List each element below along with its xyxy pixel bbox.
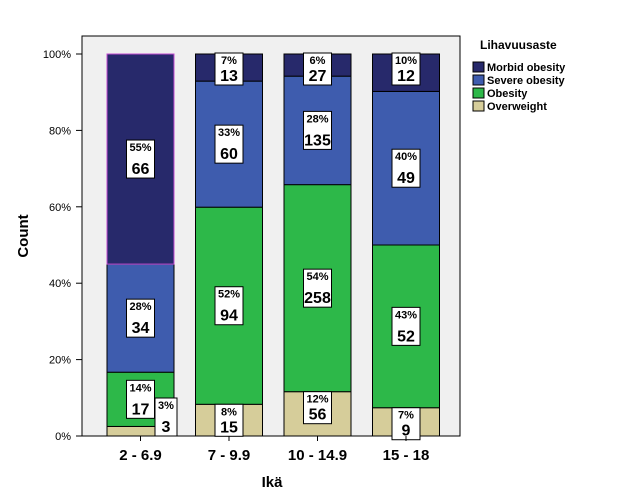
y-tick-label: 80%	[49, 125, 71, 137]
legend-label: Obesity	[487, 88, 528, 100]
percent-label: 3%	[158, 400, 174, 412]
count-label: 258	[304, 290, 331, 307]
data-label-box	[391, 148, 421, 188]
data-label-box	[214, 403, 244, 437]
count-label: 13	[220, 68, 238, 85]
legend-swatch	[472, 61, 485, 73]
percent-label: 28%	[306, 113, 328, 125]
percent-label: 40%	[395, 151, 417, 163]
y-tick-label: 40%	[49, 278, 71, 290]
y-tick-label: 20%	[49, 355, 71, 367]
legend-swatch	[472, 87, 485, 99]
legend-swatch	[472, 100, 485, 112]
count-label: 52	[397, 328, 415, 345]
legend-label: Morbid obesity	[487, 62, 566, 74]
y-tick-label: 100%	[43, 49, 71, 61]
count-label: 34	[132, 320, 150, 337]
count-label: 66	[132, 161, 150, 178]
x-tick-label: 2 - 6.9	[119, 447, 162, 464]
data-label-box	[303, 52, 332, 86]
count-label: 135	[304, 132, 331, 149]
percent-label: 8%	[221, 406, 237, 418]
count-label: 12	[397, 68, 415, 85]
data-label-box	[303, 391, 332, 425]
percent-label: 52%	[218, 289, 240, 301]
data-label-box	[126, 139, 155, 179]
x-axis: 2 - 6.9 7 - 9.9 10 - 14.9 15 - 18	[119, 436, 429, 464]
bar-segment	[283, 184, 352, 393]
count-label: 3	[162, 419, 171, 436]
percent-label: 7%	[398, 410, 414, 422]
data-label-box	[214, 52, 244, 86]
legend-title: Lihavuusaste	[480, 38, 557, 52]
percent-label: 43%	[395, 309, 417, 321]
x-axis-title: Ikä	[262, 474, 284, 491]
bars: 3%314%1728%3455%668%1552%9433%607%1312%5…	[106, 52, 440, 441]
data-label-box	[214, 286, 244, 326]
legend-label: Overweight	[487, 101, 547, 113]
y-axis-title: Count	[15, 214, 32, 257]
percent-label: 10%	[395, 55, 417, 67]
data-label-box	[391, 407, 421, 441]
data-label-box	[391, 306, 421, 346]
y-tick-label: 60%	[49, 202, 71, 214]
count-label: 49	[397, 170, 415, 187]
count-label: 27	[309, 68, 327, 85]
percent-label: 33%	[218, 127, 240, 139]
data-label-box	[391, 52, 421, 86]
percent-label: 14%	[129, 382, 151, 394]
count-label: 94	[220, 308, 238, 325]
x-tick-label: 10 - 14.9	[288, 447, 347, 464]
y-axis: 0% 20% 40% 60% 80% 100%	[43, 36, 83, 443]
legend-swatch	[472, 74, 485, 86]
legend-label: Severe obesity	[487, 75, 566, 87]
count-label: 17	[132, 401, 150, 418]
count-label: 15	[220, 419, 238, 436]
count-label: 60	[220, 146, 238, 163]
percent-label: 6%	[310, 55, 326, 67]
data-label-box	[303, 110, 332, 150]
data-label-box	[126, 298, 155, 338]
percent-label: 55%	[129, 142, 151, 154]
count-label: 9	[402, 423, 411, 440]
percent-label: 28%	[129, 301, 151, 313]
x-tick-label: 7 - 9.9	[208, 447, 251, 464]
x-tick-label: 15 - 18	[383, 447, 430, 464]
count-label: 56	[309, 407, 327, 424]
data-label-box	[126, 379, 155, 419]
percent-label: 12%	[306, 394, 328, 406]
percent-label: 7%	[221, 55, 237, 67]
data-label-box	[214, 124, 244, 164]
y-tick-label: 0%	[55, 431, 71, 443]
data-label-box	[303, 268, 332, 308]
percent-label: 54%	[306, 271, 328, 283]
